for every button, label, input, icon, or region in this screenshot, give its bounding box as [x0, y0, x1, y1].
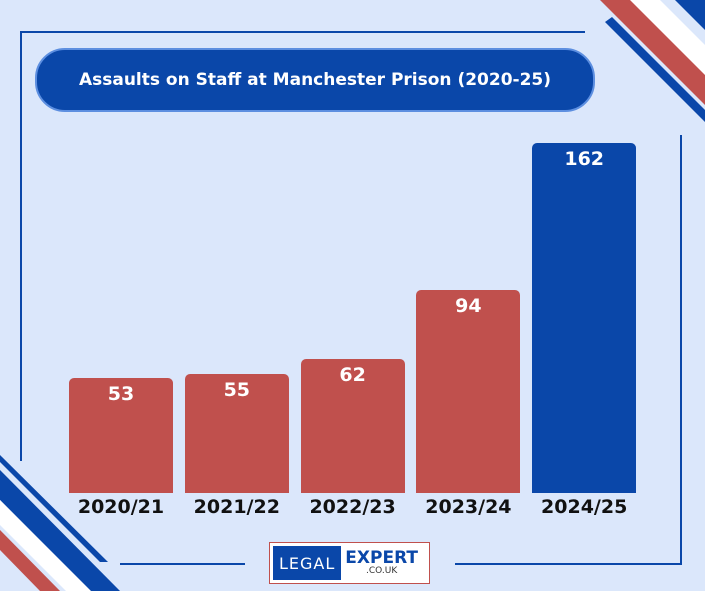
frame-top — [20, 31, 585, 33]
frame-left — [20, 31, 22, 461]
frame-right — [680, 135, 682, 565]
bar-2020/21 — [69, 378, 173, 493]
x-tick-label: 2021/22 — [193, 496, 280, 518]
bar-2022/23 — [300, 359, 405, 493]
frame-bottom-left — [120, 563, 245, 565]
data-label: 62 — [339, 364, 366, 387]
data-label: 94 — [455, 294, 482, 317]
x-tick-label: 2020/21 — [77, 496, 165, 518]
x-tick-label: 2024/25 — [541, 496, 628, 518]
bar-2024/25 — [532, 143, 637, 493]
x-tick-label: 2023/24 — [425, 496, 512, 518]
x-tick-label: 2022/23 — [309, 496, 396, 518]
logo-right: EXPERT — [345, 548, 418, 568]
data-label: 53 — [107, 383, 135, 406]
chart-title: Assaults on Staff at Manchester Prison (… — [35, 48, 595, 112]
bar-2021/22 — [184, 374, 289, 493]
data-label: 55 — [223, 379, 251, 402]
logo-domain: .CO.UK — [366, 566, 398, 576]
frame-bottom-right — [455, 563, 682, 565]
legal-expert-logo: LEGAL EXPERT .CO.UK — [269, 542, 430, 584]
bar-2023/24 — [416, 289, 521, 493]
logo-left: LEGAL — [273, 546, 342, 580]
data-label: 162 — [564, 148, 605, 170]
